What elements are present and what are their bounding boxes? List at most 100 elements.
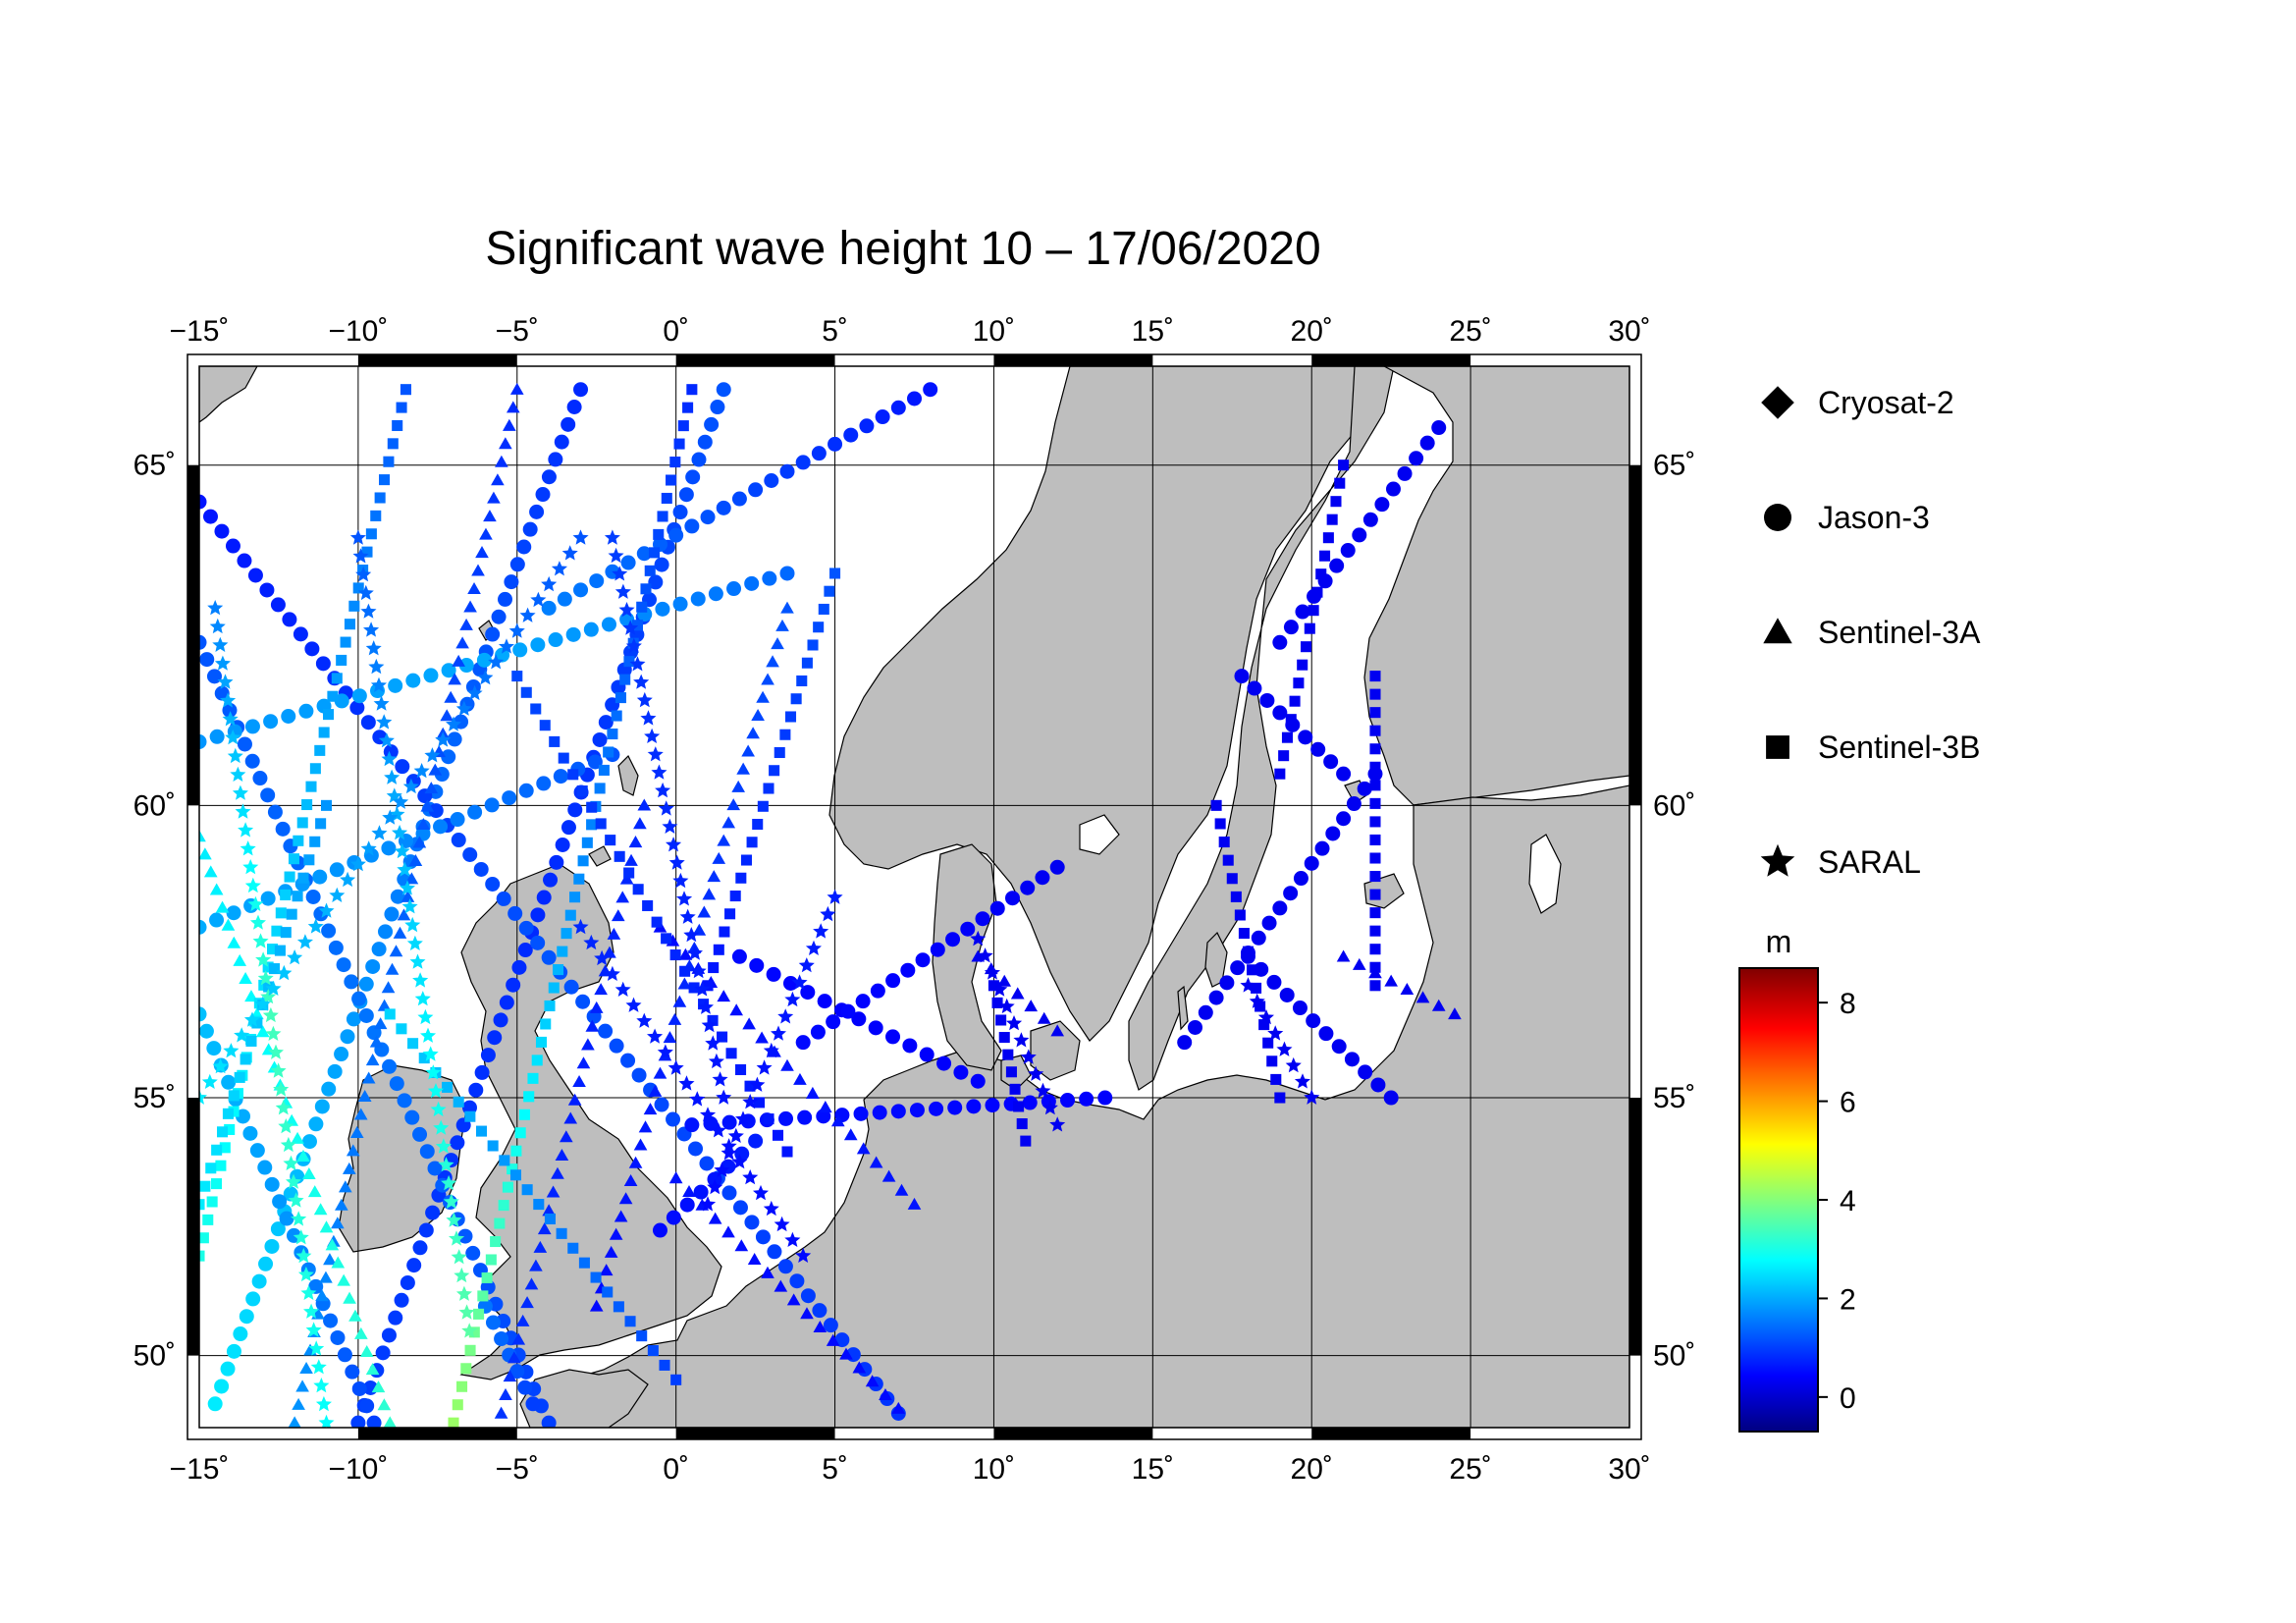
track-point [572,529,589,545]
track-point [389,1076,404,1092]
track-point [669,949,681,961]
lon-tick-label-bottom: 10˚ [973,1453,1015,1486]
track-point [1369,889,1381,900]
track-point [453,1096,464,1108]
track-point [682,402,694,413]
track-point [471,564,485,576]
track-point [868,1020,883,1036]
lat-tick-label-right: 55˚ [1653,1082,1695,1114]
track-point [1013,1032,1030,1048]
track-point [327,690,339,702]
track-point [329,862,345,878]
track-point [473,861,489,877]
track-point [309,836,321,847]
track-point [259,582,275,598]
track-point [628,1156,643,1168]
track-point [1369,871,1381,883]
track-point [624,1316,636,1327]
track-point [270,597,286,613]
track-point [685,469,701,485]
track-point [499,437,512,450]
track-point [507,905,523,921]
track-point [427,1161,443,1176]
track-point [522,521,538,537]
track-point [516,539,532,555]
track-point [541,575,558,592]
track-point [474,1064,490,1080]
track-point [677,977,692,990]
track-point [1326,514,1338,525]
track-point [358,1007,374,1023]
track-point [262,1006,279,1023]
track-point [536,890,552,905]
track-point [390,889,405,904]
track-point [1230,891,1242,902]
track-point [731,1154,748,1169]
track-point [1319,550,1331,562]
track-point [381,1327,397,1343]
track-point [1276,1041,1293,1056]
track-point [214,655,231,671]
lon-tick-label-bottom: −15˚ [170,1453,230,1486]
track-point [642,899,654,911]
lon-tick-label-bottom: 30˚ [1608,1453,1650,1486]
track-point [697,905,712,918]
track-point [558,752,569,764]
track-point [1285,1056,1302,1073]
track-point [721,1185,737,1201]
track-point [657,511,668,522]
track-point [563,979,579,995]
track-point [265,1025,282,1041]
track-point [321,1081,337,1097]
track-point [268,1044,284,1059]
map-title: Significant wave height 10 – 17/06/2020 [485,223,1321,275]
land-ireland [338,1064,467,1253]
track-point [348,600,360,612]
track-point [653,528,665,540]
track-point [255,1025,270,1038]
track-point [378,732,395,748]
track-point [286,1173,302,1189]
track-point [749,957,765,973]
track-point [224,1123,236,1135]
track-point [499,1155,510,1166]
track-point [648,1084,663,1097]
track-point [658,800,674,816]
track-point [305,781,317,792]
track-point [383,744,399,760]
track-point [206,1196,218,1208]
track-point [233,1326,248,1342]
track-point [207,1396,223,1412]
track-point [394,1292,409,1308]
track-point [530,637,546,653]
lon-tick-label-top: 25˚ [1449,315,1491,348]
track-point [211,1178,223,1190]
track-point [1270,1073,1282,1085]
track-point [244,877,261,893]
track-point [1369,797,1381,809]
track-point [767,1244,782,1260]
track-point [719,926,730,938]
track-point [533,1240,548,1253]
track-point [607,728,618,740]
track-point [457,1228,473,1244]
track-point [509,1169,522,1181]
track-point [214,685,230,701]
track-point [301,1134,317,1150]
track-point [222,711,239,727]
track-point [240,1054,251,1065]
track-point [902,1038,918,1054]
track-point [561,928,572,940]
track-point [365,958,381,974]
track-point [716,382,731,398]
track-point [425,1064,442,1080]
track-point [383,1416,397,1428]
track-point [1267,1025,1284,1041]
track-point [784,991,801,1007]
track-point [555,1149,569,1162]
track-point [1016,1117,1028,1130]
track-point [567,769,579,781]
track-point [662,818,678,834]
track-point [258,1256,274,1271]
track-point [1304,622,1315,634]
